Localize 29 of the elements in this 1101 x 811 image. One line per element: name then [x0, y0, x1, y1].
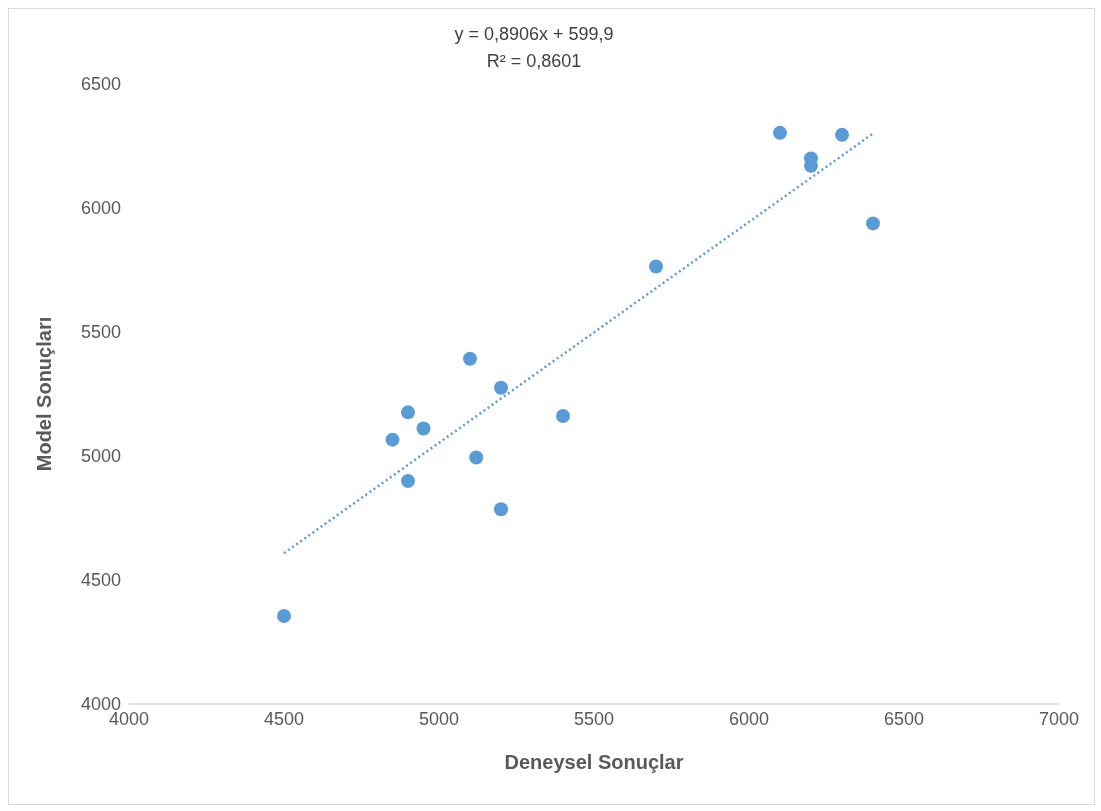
text: y = 0,8906x + 599,9: [453, 23, 615, 46]
x-tick-label: 6500: [883, 708, 925, 729]
point: [385, 432, 400, 447]
point: [866, 216, 880, 231]
point: [773, 125, 787, 140]
x-tick-label: 4500: [263, 708, 305, 729]
y-tick-label: 5500: [80, 322, 121, 343]
y-tick-label: 6000: [80, 198, 121, 219]
y-tick-label: 4500: [80, 570, 121, 591]
point: [401, 405, 415, 420]
x-axis-title: Deneysel Sonuçlar: [504, 751, 684, 773]
text: R² = 0,8601: [485, 50, 583, 73]
y-tick-label: 5000: [80, 446, 121, 467]
x-tick-label: 7000: [1038, 708, 1080, 729]
point: [463, 351, 477, 366]
point: [835, 127, 849, 142]
point: [469, 450, 484, 465]
point: [401, 474, 415, 489]
point: [649, 259, 663, 274]
point: [556, 409, 570, 424]
x-tick-label: 6000: [728, 708, 770, 729]
x-tick-label: 5000: [418, 708, 460, 729]
point: [494, 380, 508, 395]
point: [494, 502, 508, 517]
point: [277, 608, 291, 623]
x-tick-label: 5500: [573, 708, 615, 729]
y-tick-label: 6500: [80, 74, 121, 95]
point: [416, 421, 431, 436]
y-axis-title: Model Sonuçları: [33, 316, 56, 472]
